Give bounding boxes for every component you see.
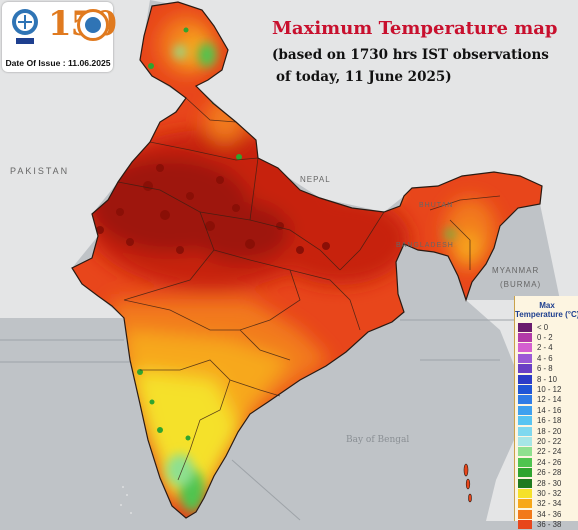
legend-item: 26 - 28: [515, 467, 578, 478]
legend-item: 2 - 4: [515, 343, 578, 353]
zone-hot-core-2: [190, 202, 290, 262]
legend-label: 22 - 24: [537, 447, 562, 457]
legend-swatch: [518, 426, 532, 436]
cool-station-spots: [137, 27, 242, 441]
legend-label: 30 - 32: [537, 488, 562, 498]
legend-item: 28 - 30: [515, 478, 578, 488]
legend-swatch: [518, 405, 532, 415]
legend-swatch: [518, 436, 532, 446]
legend-title-line2: Temperature (°C): [515, 310, 578, 319]
zone-kerala-cooler: [166, 454, 194, 486]
legend-swatch: [518, 385, 532, 395]
neighbour-land-north: [150, 0, 578, 330]
legend-label: 14 - 16: [537, 405, 562, 415]
legend-item: 30 - 32: [515, 488, 578, 498]
map-subtitle-line1: (based on 1730 hrs IST observations: [272, 47, 549, 63]
border-lines: [0, 317, 520, 521]
legend-label: 20 - 22: [537, 436, 562, 446]
legend-label: 16 - 18: [537, 416, 562, 426]
label-bay-of-bengal: Bay of Bengal: [346, 435, 410, 445]
150-years-badge: 150: [48, 4, 117, 44]
legend-item: 24 - 26: [515, 457, 578, 467]
legend-item: 14 - 16: [515, 405, 578, 415]
legend-item: 18 - 20: [515, 426, 578, 436]
lakshadweep-islands: [120, 486, 132, 514]
zone-ladakh-cool: [174, 45, 186, 59]
date-of-issue: Date Of Issue : 11.06.2025: [5, 58, 111, 68]
legend-item: < 0: [515, 322, 578, 332]
zone-cooler: [135, 370, 240, 500]
neighbour-land-west: [0, 0, 186, 318]
legend-label: 0 - 2: [537, 333, 553, 343]
legend-swatch: [518, 488, 532, 498]
legend-label: 12 - 14: [537, 395, 562, 405]
legend-swatch: [518, 478, 532, 488]
imd-emblem-icon: [12, 9, 38, 44]
legend-label: 4 - 6: [537, 353, 553, 363]
zone-ne-cool: [445, 229, 455, 239]
legend-item: 20 - 22: [515, 436, 578, 446]
legend-swatch: [518, 416, 532, 426]
legend-label: 24 - 26: [537, 457, 562, 467]
legend-label: 8 - 10: [537, 374, 557, 384]
imd-logo-card: 150 Date Of Issue : 11.06.2025: [2, 2, 117, 72]
legend-swatch: [518, 509, 532, 519]
legend-item: 22 - 24: [515, 447, 578, 457]
legend-swatch: [518, 343, 532, 353]
map-subtitle-line2: of today, 11 June 2025): [276, 69, 452, 85]
label-pakistan: PAKISTAN: [10, 166, 70, 176]
legend-swatch: [518, 322, 532, 332]
legend-label: 10 - 12: [537, 385, 562, 395]
legend-swatch: [518, 364, 532, 374]
legend-item: 8 - 10: [515, 374, 578, 384]
legend-label: 2 - 4: [537, 343, 553, 353]
label-bhutan: BHUTAN: [419, 202, 454, 209]
legend-item: 10 - 12: [515, 384, 578, 395]
legend-swatch: [518, 447, 532, 457]
legend-label: 32 - 34: [537, 499, 562, 509]
label-burma: (BURMA): [500, 280, 542, 289]
zone-ne-mild: [454, 232, 482, 268]
legend-item: 0 - 2: [515, 332, 578, 343]
legend-swatch: [518, 374, 532, 384]
state-boundaries: [117, 97, 501, 481]
legend-swatch: [518, 353, 532, 363]
map-title: Maximum Temperature map: [272, 18, 558, 39]
legend-swatch: [518, 333, 532, 343]
legend-label: 28 - 30: [537, 478, 562, 488]
label-nepal: NEPAL: [300, 175, 331, 184]
legend-item: 4 - 6: [515, 353, 578, 363]
legend-title-line1: Max: [539, 301, 555, 310]
legend-label: 6 - 8: [537, 364, 553, 374]
legend-swatch: [518, 457, 532, 467]
badge-ring-icon: [77, 9, 109, 41]
andaman-islands: [463, 463, 472, 503]
legend-swatch: [518, 468, 532, 478]
legend-swatch: [518, 395, 532, 405]
legend-item: 12 - 14: [515, 395, 578, 405]
label-myanmar: MYANMAR: [492, 266, 540, 275]
zone-very-hot-east: [270, 195, 410, 285]
legend-label: 18 - 20: [537, 426, 562, 436]
legend-label: 34 - 36: [537, 509, 562, 519]
hot-spots: [96, 164, 330, 254]
legend-item: 6 - 8: [515, 364, 578, 374]
zone-kashmir-cool: [198, 43, 216, 67]
legend-item: 16 - 18: [515, 416, 578, 426]
legend-label: 26 - 28: [537, 468, 562, 478]
legend-item: 34 - 36: [515, 509, 578, 519]
title-block: Maximum Temperature map (based on 1730 h…: [272, 18, 572, 85]
legend-swatch: [518, 499, 532, 509]
legend-label: < 0: [537, 322, 549, 332]
label-bangladesh: BANGLADESH: [396, 242, 454, 249]
legend-item: 32 - 34: [515, 499, 578, 509]
legend-label: 36 - 38: [537, 520, 562, 530]
legend-swatch: [518, 520, 532, 530]
